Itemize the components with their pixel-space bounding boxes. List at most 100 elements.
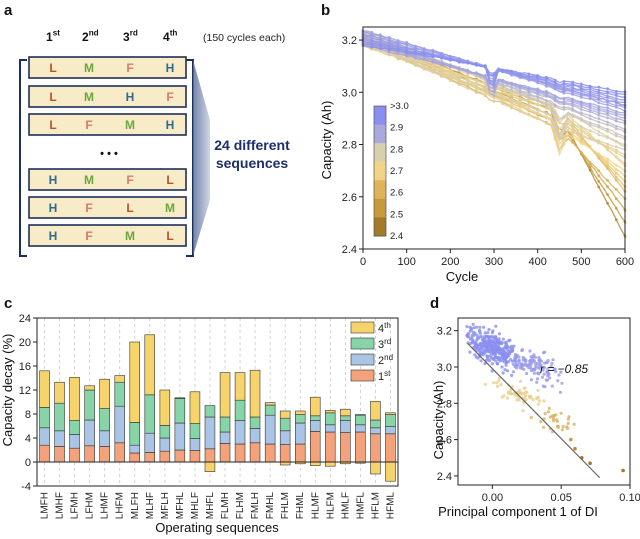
capacity-trajectory-marker [553,131,557,135]
sequence-letter: F [85,118,92,132]
capacity-trajectory-marker [562,85,566,89]
scatter-point [507,339,511,343]
bar-segment-4th [114,375,126,383]
scatter-point [559,370,563,374]
capacity-trajectory-marker [614,168,618,172]
bar-segment-1st [189,450,201,463]
scatter-point [549,365,553,369]
capacity-trajectory-marker [588,165,592,169]
capacity-trajectory-marker [571,125,574,128]
capacity-trajectory-marker [518,72,522,75]
capacity-trajectory-marker [457,67,461,71]
capacity-trajectory-marker [606,142,609,146]
scatter-point [560,428,565,432]
regression-line [467,342,601,479]
scatter-point [554,413,558,417]
bar-segment-2nd [309,420,321,432]
capacity-trajectory-marker [510,91,513,95]
legend-label: 1st [378,369,391,383]
capacity-trajectory-marker [597,141,601,145]
capacity-trajectory-marker [536,112,540,116]
bar-segment-2nd [370,427,381,435]
capacity-trajectory-marker [597,120,601,124]
capacity-trajectory-marker [501,102,505,106]
capacity-trajectory-marker [483,74,487,77]
scatter-point [498,359,502,363]
capacity-trajectory-marker [510,99,513,103]
bar-segment-1st [159,450,171,463]
bar-segment-3rd [174,398,186,424]
capacity-trajectory-marker [588,102,592,106]
capacity-trajectory-marker [597,105,601,108]
capacity-trajectory-marker [492,89,496,93]
legend-swatch [350,369,375,382]
chart-c-category-label: HMFL [355,492,366,520]
chart-d-plot-area: r = −0.85 0.00 0.05 0.10 2.4 2.6 2.8 3.0 3.2 [437,317,640,504]
bar-segment-3rd [144,394,156,434]
scatter-point [494,335,498,339]
capacity-trajectory-marker [475,82,478,86]
capacity-trajectory-marker [475,78,478,82]
panel-label-a: a [4,2,13,19]
panel-label-b: b [321,2,330,19]
capacity-trajectory-marker [448,58,452,62]
bar-segment-1st [219,443,231,463]
capacity-trajectory-marker [606,160,609,164]
bar-segment-1st [114,442,126,463]
sequence-letter: M [84,61,94,75]
bar-segment-4th [69,377,80,421]
scatter-point [551,415,555,419]
bar-segment-2nd [84,419,95,447]
scatter-point [529,394,533,398]
scatter-point [544,378,548,382]
scatter-point [524,398,528,402]
capacity-trajectory-marker [370,36,374,40]
scatter-point [519,391,523,395]
scatter-point [515,354,519,358]
capacity-trajectory-marker [597,94,601,98]
chart-c-frame [36,317,399,487]
scatter-point [495,340,500,344]
scatter-point [517,398,521,402]
scatter-point [522,386,526,390]
scatter-point [501,371,505,375]
scatter-point [496,347,501,351]
chart-c-category-label: MLFH [130,492,141,519]
capacity-trajectory-marker [448,74,452,78]
capacity-trajectory-marker [597,109,601,112]
sequence-letter: M [165,201,175,215]
capacity-trajectory-marker [562,108,566,111]
scatter-point [534,361,538,365]
scatter-point [504,340,508,344]
capacity-trajectory-marker [422,58,426,61]
scatter-point [542,399,546,403]
capacity-trajectory-marker [606,185,609,189]
bar-segment-4th [219,372,231,418]
capacity-trajectory-marker [387,50,391,54]
bar-segment-2nd [385,426,396,435]
chart-b-ytick-label: 3.2 [342,35,357,47]
capacity-trajectory-marker [597,113,601,117]
scatter-point [529,415,533,420]
capacity-trajectory-marker [501,68,505,72]
bar-segment-4th [340,408,351,417]
capacity-trajectory-marker [510,103,513,107]
bar-segment-2nd [174,422,186,451]
capacity-trajectory-marker [606,130,609,133]
sequence-letter: M [125,118,135,132]
bar-segment-3rd [264,404,276,416]
sequence-row-box [28,168,187,191]
scatter-point [531,398,535,402]
bar-segment-4th [129,341,141,423]
bar-segment-4th [249,369,261,418]
scatter-point [490,369,494,373]
capacity-trajectory-marker [606,193,609,196]
scatter-point [534,364,538,368]
scatter-point [539,420,543,424]
scatter-point [538,358,542,362]
capacity-trajectory-marker [440,63,443,67]
sequence-row-box [28,85,187,108]
scatter-point [542,372,546,376]
bar-segment-4th [189,391,201,424]
